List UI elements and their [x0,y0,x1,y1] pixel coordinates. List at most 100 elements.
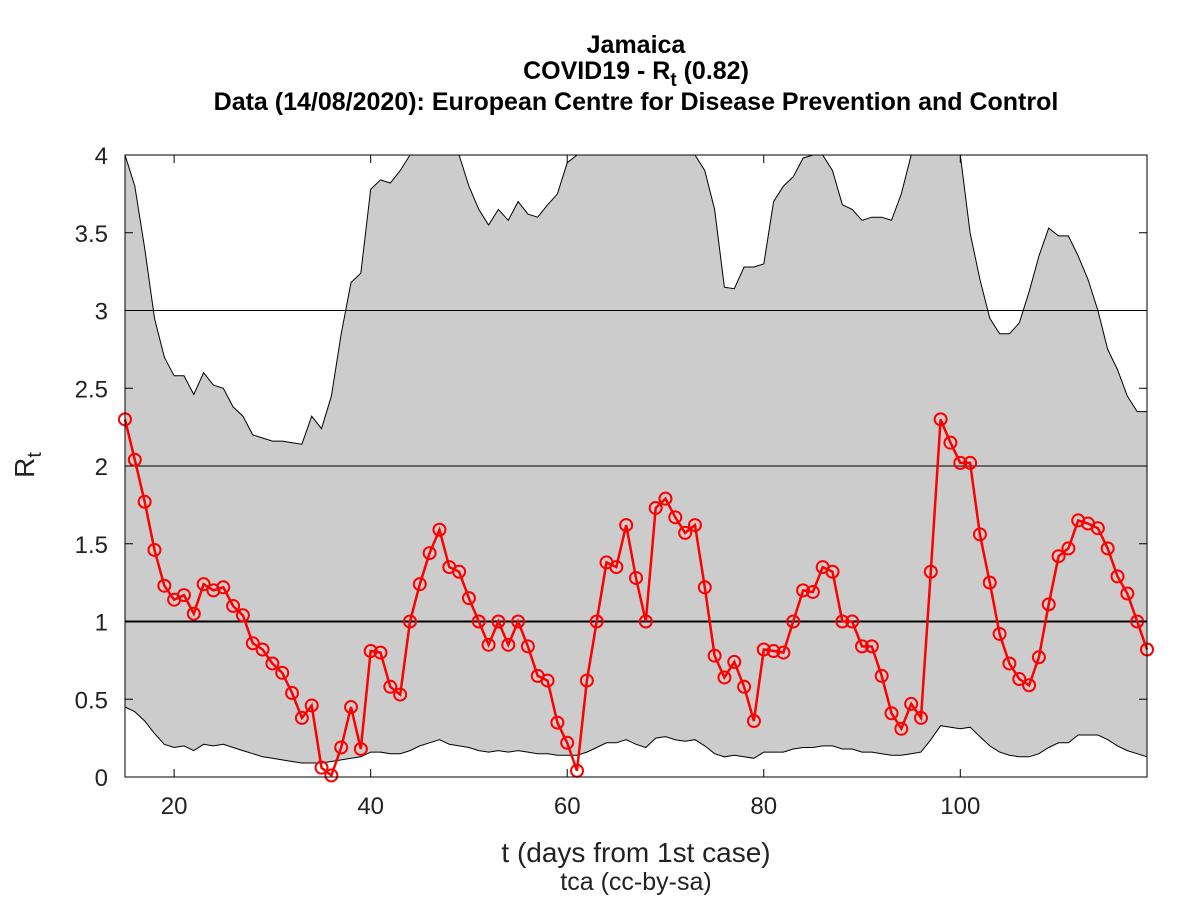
data-point [501,637,516,652]
y-tick-label: 2 [95,454,108,481]
data-point [874,668,889,683]
data-point [265,656,280,671]
data-point [540,673,555,688]
data-point [186,606,201,621]
data-point [1090,521,1105,536]
data-point [884,706,899,721]
y-tick-label: 1.5 [75,532,108,559]
data-point [678,525,693,540]
data-point [943,435,958,450]
data-point [668,510,683,525]
data-point [344,700,359,715]
data-point [285,686,300,701]
title-country: Jamaica [587,31,687,59]
data-point [1071,513,1086,528]
data-point [1041,597,1056,612]
data-point [1031,650,1046,665]
data-point [491,614,506,629]
data-point [1061,541,1076,556]
data-point [923,564,938,579]
data-point [982,575,997,590]
x-tick-label: 60 [554,793,581,820]
y-axis-label: Rt [9,452,46,478]
data-point [324,768,339,783]
data-point [137,494,152,509]
title-metric: COVID19 - Rt (0.82) [523,57,749,91]
data-point [835,614,850,629]
data-point [1012,672,1027,687]
x-tick-label: 20 [161,793,188,820]
data-point [334,740,349,755]
data-point [579,673,594,688]
data-point [304,698,319,713]
data-point [953,455,968,470]
data-point [766,644,781,659]
data-point [619,518,634,533]
data-point [196,577,211,592]
x-axis-ticks: 20 40 60 80 100 [161,155,980,820]
data-point [629,570,643,585]
data-point [796,583,811,598]
data-point [864,639,879,654]
y-tick-label: 3 [95,299,108,326]
data-point [1100,541,1115,556]
data-point [933,412,948,427]
confidence-band [124,154,1148,764]
data-point [520,639,535,654]
rt-series-line [123,418,1149,778]
data-point [1022,678,1037,693]
data-point [727,654,742,669]
data-point [461,591,476,606]
data-point [157,578,172,593]
data-point [805,584,820,599]
data-point [216,580,231,595]
data-point [913,710,928,725]
data-point [363,644,378,659]
data-point [176,588,191,603]
data-point [904,696,919,711]
data-point [687,518,702,533]
data-point [412,577,427,592]
data-point [550,715,565,730]
y-tick-label: 3.5 [75,221,108,248]
rt-series-points [118,412,1154,783]
data-point [707,648,722,663]
x-tick-label: 40 [357,793,384,820]
data-point [481,637,496,652]
data-point [638,614,653,629]
data-point [1110,569,1125,584]
data-point [452,564,467,579]
data-point [737,679,752,694]
chart-title: Jamaica COVID19 - Rt (0.82) Data (14/08/… [214,31,1059,116]
x-tick-label: 100 [940,793,980,820]
x-axis-label: t (days from 1st case) [501,837,770,868]
data-point [275,665,290,680]
data-point [422,546,437,561]
data-point [255,642,270,657]
data-point [855,639,870,654]
data-point [314,760,329,775]
data-point [1051,549,1066,564]
data-point [560,735,575,750]
data-point [717,670,732,685]
y-tick-label: 4 [95,143,108,170]
data-point [471,614,486,629]
data-point [746,714,761,729]
data-point [589,614,604,629]
data-point [127,452,142,467]
data-point [235,608,250,623]
credit-label: tca (cc-by-sa) [560,868,711,896]
y-tick-label: 2.5 [75,376,108,403]
data-point [1120,586,1135,601]
data-point [206,583,221,598]
data-point [383,679,398,694]
data-point [226,598,241,613]
data-point [756,642,771,657]
data-point [648,500,663,515]
data-point [609,560,624,575]
data-point [658,491,673,506]
data-point [697,580,712,595]
x-tick-label: 80 [750,793,777,820]
data-point [992,626,1007,641]
